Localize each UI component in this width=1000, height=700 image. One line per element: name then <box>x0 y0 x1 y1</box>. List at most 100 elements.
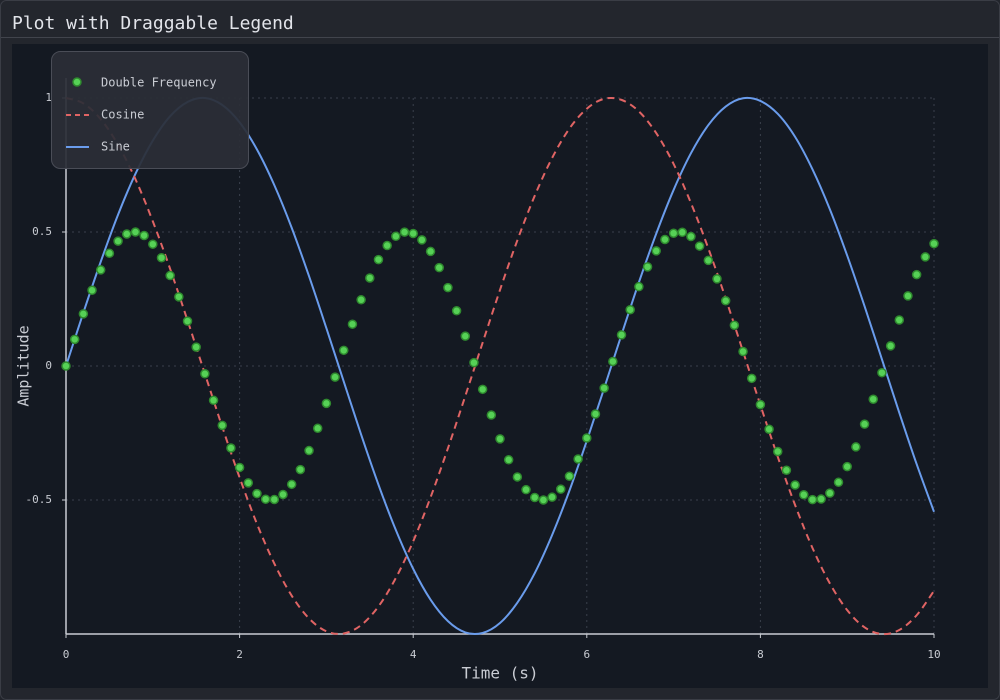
data-point <box>321 398 332 409</box>
data-point <box>608 356 618 367</box>
data-point <box>634 281 644 292</box>
y-axis-label: Amplitude <box>15 325 33 406</box>
data-point <box>738 346 748 357</box>
data-point <box>69 334 80 345</box>
x-tick-label: 0 <box>63 648 70 661</box>
data-point <box>382 240 392 251</box>
data-point <box>295 464 306 475</box>
data-point <box>903 291 913 301</box>
data-point <box>417 235 427 245</box>
data-point <box>113 236 123 246</box>
data-point <box>243 478 254 488</box>
data-point <box>451 306 462 316</box>
data-point <box>495 434 505 444</box>
data-point <box>825 488 835 498</box>
data-point <box>95 265 106 275</box>
data-point <box>816 494 826 504</box>
data-point <box>503 455 514 465</box>
data-point <box>573 454 583 464</box>
data-point <box>226 443 236 453</box>
data-point <box>425 246 436 257</box>
y-tick-label: -0.5 <box>26 493 53 506</box>
data-point <box>547 492 557 502</box>
data-point <box>165 270 175 281</box>
data-point <box>694 241 705 251</box>
data-point <box>642 262 653 272</box>
data-point <box>773 446 783 457</box>
data-point <box>61 361 71 371</box>
data-point <box>269 494 280 505</box>
data-point <box>260 494 271 504</box>
data-point <box>347 319 358 329</box>
data-point <box>781 465 792 476</box>
data-point <box>859 419 870 429</box>
data-point <box>929 238 939 249</box>
y-tick-label: 0 <box>45 359 52 372</box>
y-tick-label: 1 <box>45 91 52 104</box>
data-point <box>686 231 696 242</box>
data-point <box>799 490 809 500</box>
data-point <box>677 227 688 238</box>
series-line <box>65 96 935 636</box>
data-point <box>833 477 844 488</box>
data-point <box>139 230 149 241</box>
data-point <box>755 399 766 410</box>
data-point <box>616 330 627 340</box>
data-point <box>712 274 722 284</box>
x-tick-label: 2 <box>236 648 243 661</box>
data-point <box>720 295 731 306</box>
data-point <box>512 472 523 482</box>
window-title: Plot with Draggable Legend <box>12 13 294 34</box>
legend-label: Cosine <box>101 108 144 122</box>
legend[interactable]: Double Frequency Cosine Sine <box>51 51 249 169</box>
data-point <box>529 492 540 503</box>
data-point <box>304 445 314 456</box>
data-point <box>278 489 288 500</box>
data-point <box>746 373 757 384</box>
x-tick-label: 6 <box>583 648 590 661</box>
data-point <box>434 262 444 273</box>
data-point <box>599 383 609 393</box>
data-point <box>668 228 679 238</box>
data-point <box>87 285 97 296</box>
legend-box <box>51 51 249 169</box>
data-point <box>842 461 852 472</box>
x-axis-label: Time (s) <box>461 664 538 683</box>
data-point <box>877 367 887 378</box>
data-point <box>911 269 922 280</box>
data-point <box>217 420 227 431</box>
data-point <box>851 442 861 452</box>
data-point <box>234 462 245 473</box>
data-point <box>625 304 635 315</box>
data-point <box>538 495 549 505</box>
data-point <box>521 484 531 495</box>
data-point <box>191 342 201 352</box>
data-point <box>790 480 800 490</box>
data-point <box>104 248 115 259</box>
x-tick-label: 4 <box>410 648 417 661</box>
data-point <box>365 273 375 283</box>
data-point <box>208 395 219 406</box>
data-point <box>469 357 479 368</box>
data-point <box>174 292 184 302</box>
data-point <box>399 227 410 237</box>
data-point <box>894 315 905 325</box>
data-point <box>252 488 262 499</box>
data-point <box>391 231 401 242</box>
data-point <box>703 255 714 266</box>
data-point <box>460 331 471 341</box>
y-tick-label: 0.5 <box>32 225 52 238</box>
data-point <box>556 484 566 494</box>
data-point <box>486 410 497 420</box>
data-point <box>660 234 670 245</box>
x-tick-label: 8 <box>757 648 764 661</box>
data-point <box>729 320 740 331</box>
data-point <box>920 252 931 262</box>
data-point <box>200 369 210 379</box>
data-point <box>582 433 592 443</box>
data-point <box>868 394 878 404</box>
data-point <box>408 228 418 239</box>
data-point <box>807 494 818 505</box>
data-point <box>312 423 323 434</box>
